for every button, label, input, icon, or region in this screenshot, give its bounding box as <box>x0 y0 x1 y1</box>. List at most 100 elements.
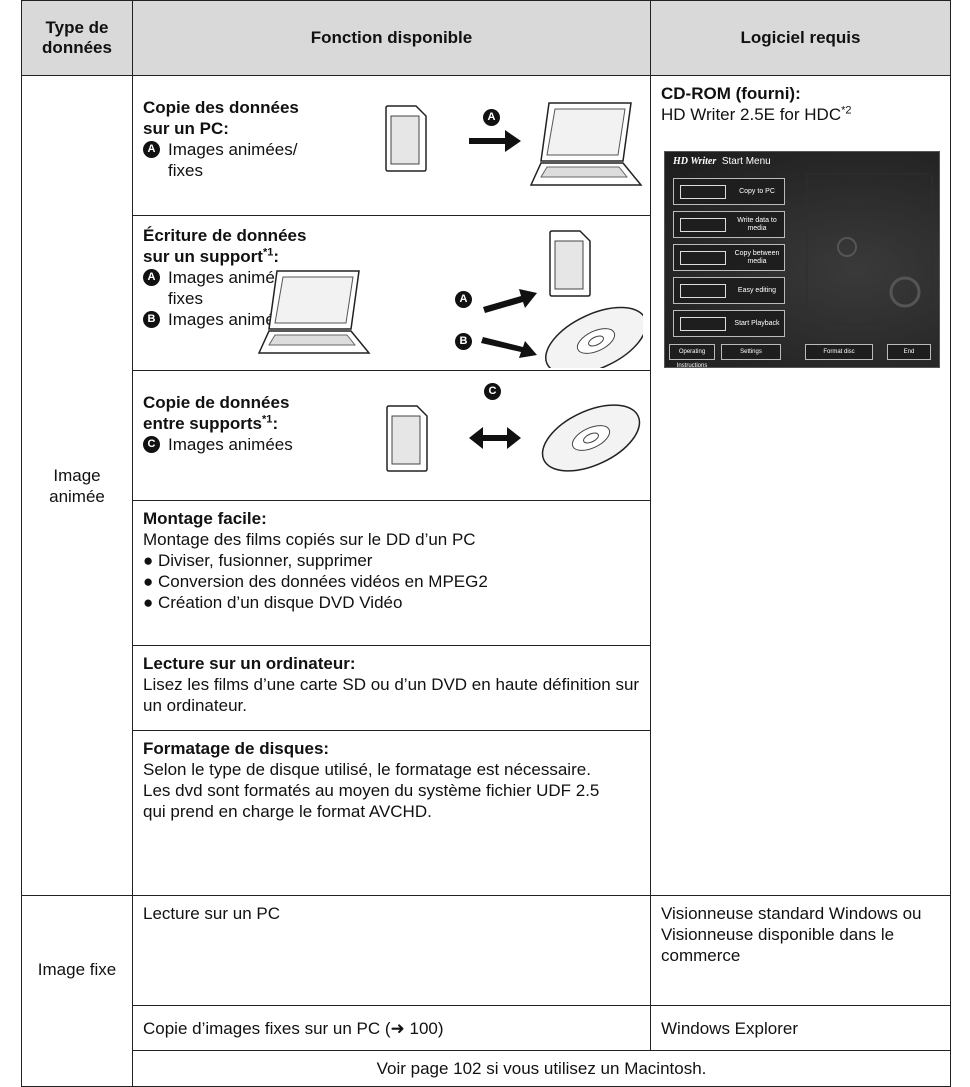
shape <box>680 184 726 199</box>
note: *2 <box>841 104 852 117</box>
title-line: entre supports*1: <box>143 413 640 434</box>
button-label: Write data to media <box>737 216 777 232</box>
row: Image animée A Copie des données sur un P… <box>21 75 951 896</box>
row: Image fixe Lecture sur un PC Visionneuse… <box>21 895 951 1087</box>
row: Voir page 102 si vous utilisez un Macint… <box>22 1050 951 1087</box>
laptop <box>257 270 371 354</box>
menu-button: Copy to PC <box>673 178 785 205</box>
screenshot: HD Writer Start Menu Copy to PC Write da… <box>664 151 940 368</box>
shape <box>837 237 857 257</box>
arrow <box>481 337 537 358</box>
header-row: Type de données Fonction disponible Logi… <box>21 0 951 76</box>
bottom-button: Format disc <box>805 344 873 360</box>
shape <box>268 334 357 346</box>
button-label: Copy to PC <box>739 187 775 195</box>
function-text: Selon le type de disque utilisé, le form… <box>143 760 600 821</box>
function-cell: Lecture sur un PC <box>132 895 651 1006</box>
function-cell: Montage facile: Montage des films copiés… <box>132 500 651 646</box>
sd-card <box>385 105 427 172</box>
illustration <box>257 230 643 368</box>
shape <box>680 283 726 298</box>
menu-button: Easy editing <box>673 277 785 304</box>
type-cell: Image fixe <box>21 895 133 1087</box>
bullet: ● Conversion des données vidéos en MPEG2 <box>143 572 488 591</box>
function-cell: Formatage de disques: Selon le type de d… <box>132 730 651 896</box>
arrow <box>469 130 521 152</box>
screenshot-title: HD Writer <box>673 156 717 167</box>
marker: A <box>143 269 160 286</box>
shape <box>680 316 726 331</box>
function: A B Écriture de données sur un support*1:… <box>143 223 643 368</box>
shape <box>806 173 933 325</box>
function-title: Copie des données sur un PC: <box>143 83 640 139</box>
marker: A <box>483 109 500 126</box>
software: CD-ROM (fourni): HD Writer 2.5E for HDC*… <box>661 83 940 888</box>
row: A B Écriture de données sur un support*1:… <box>22 215 951 371</box>
bullet: ● Création d’un disque DVD Vidéo <box>143 593 403 612</box>
note: *1 <box>262 413 273 426</box>
menu-button: Start Playback <box>673 310 785 337</box>
note: *1 <box>262 246 274 259</box>
shape <box>583 432 599 444</box>
title-line: sur un support*1: <box>143 246 640 267</box>
marker: A <box>143 141 160 158</box>
function-text: Lisez les films d’une carte SD ou d’un D… <box>143 675 640 715</box>
arrow <box>483 289 537 313</box>
name: HD Writer 2.5E for HDC <box>661 105 842 124</box>
illustration <box>386 404 641 472</box>
function-title: Écriture de données sur un support*1: <box>143 223 640 267</box>
function-title: Formatage de disques: <box>143 739 330 758</box>
software-cell: CD-ROM (fourni): HD Writer 2.5E for HDC*… <box>650 75 951 896</box>
suffix: : <box>273 247 280 266</box>
row: Lecture sur un ordinateur: Lisez les fil… <box>22 645 951 731</box>
disc <box>541 404 641 472</box>
function-text: Montage des films copiés sur le DD d’un … <box>143 530 476 549</box>
function-cell: Copie d’images fixes sur un PC (➜ 100) <box>132 1005 651 1051</box>
title-line: Copie des données <box>143 98 299 117</box>
marker: C <box>484 383 501 400</box>
menu-button: Copy between media <box>673 244 785 271</box>
title-line: sur un PC: <box>143 119 229 138</box>
button-label: Copy between media <box>734 249 780 265</box>
item: A Images animées/ fixes <box>143 139 640 181</box>
bullet: ● Diviser, fusionner, supprimer <box>143 551 373 570</box>
button-label: Start Playback <box>734 319 780 327</box>
shape <box>274 276 354 324</box>
bottom-button: Operating Instructions <box>669 344 715 367</box>
title-line: Copie de données <box>143 393 290 412</box>
sd-card <box>549 230 591 297</box>
note-cell: Voir page 102 si vous utilisez un Macint… <box>132 1050 951 1087</box>
function-title: Lecture sur un ordinateur: <box>143 654 356 673</box>
item-text: Images animées <box>168 435 293 454</box>
function-title: Copie de données entre supports*1: <box>143 378 640 434</box>
software-cell: Visionneuse standard Windows ou Visionne… <box>650 895 951 1006</box>
title-line: Écriture de données <box>143 226 307 245</box>
item-text: Images animées/ fixes <box>168 140 298 180</box>
disc <box>544 306 643 368</box>
row: Montage facile: Montage des films copiés… <box>22 500 951 646</box>
header-cell: Type de données <box>21 0 133 76</box>
marker: A <box>455 291 472 308</box>
background-art <box>806 173 933 325</box>
screenshot-subtitle: Start Menu <box>721 156 771 167</box>
item-text: Images animées/ fixes <box>168 268 298 308</box>
software-title: CD-ROM (fourni): <box>661 84 801 103</box>
bottom-button: Settings <box>721 344 781 360</box>
marker: C <box>143 436 160 453</box>
item: B Images animées <box>143 309 640 330</box>
shape <box>680 250 726 265</box>
laptop <box>529 102 643 186</box>
shape <box>889 276 921 308</box>
function-cell: C Copie de données entre supports*1: C Ima… <box>132 370 651 501</box>
shape: Type de données Fonction disponible Logi… <box>21 0 951 1087</box>
menu-button: Write data to media <box>673 211 785 238</box>
function: C Copie de données entre supports*1: C Ima… <box>143 378 641 472</box>
button-label: Easy editing <box>737 286 777 294</box>
function-title: Montage facile: <box>143 509 267 528</box>
row: C Copie de données entre supports*1: C Ima… <box>22 370 951 501</box>
screenshot-header: HD Writer Start Menu <box>673 156 771 167</box>
software-name: HD Writer 2.5E for HDC*2 <box>661 104 940 125</box>
function-cell: Lecture sur un ordinateur: Lisez les fil… <box>132 645 651 731</box>
marker: B <box>143 311 160 328</box>
